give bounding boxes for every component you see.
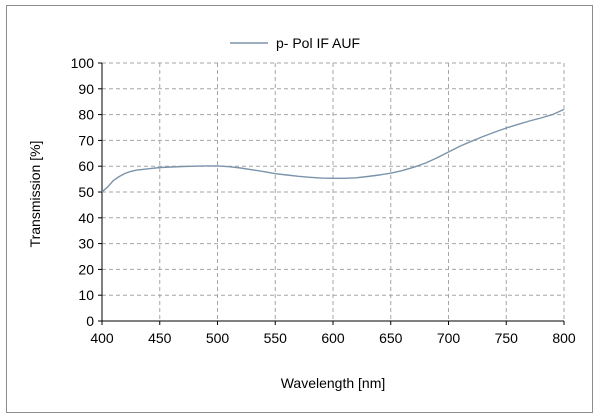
legend: p- Pol IF AUF [230,35,360,51]
x-tick-label: 700 [437,330,461,346]
y-axis-title: Transmission [%] [27,141,43,248]
x-tick-label: 450 [148,330,172,346]
x-tick-label: 550 [264,330,288,346]
y-tick-label: 0 [86,313,94,329]
y-tick-label: 50 [78,184,94,200]
x-tick-label: 400 [90,330,114,346]
x-axis-title: Wavelength [nm] [281,375,386,391]
x-tick-labels: 400 450 500 550 600 650 700 750 800 [90,330,576,346]
y-tick-label: 10 [78,287,94,303]
series-line [101,108,565,193]
x-tick-label: 650 [379,330,403,346]
series-layer [101,108,565,193]
y-tick-label: 40 [78,210,94,226]
y-tick-labels: 0 10 20 30 40 50 60 70 80 90 100 [71,55,95,329]
axes [98,62,565,325]
x-tick-label: 600 [321,330,345,346]
y-tick-label: 70 [78,132,94,148]
y-tick-label: 100 [71,55,95,71]
y-tick-label: 90 [78,81,94,97]
grid-lines [102,62,565,321]
x-tick-label: 750 [495,330,519,346]
x-tick-label: 500 [206,330,230,346]
y-tick-label: 60 [78,158,94,174]
legend-label: p- Pol IF AUF [276,35,360,51]
y-tick-label: 80 [78,107,94,123]
x-tick-label: 800 [552,330,576,346]
y-tick-label: 20 [78,261,94,277]
y-tick-label: 30 [78,236,94,252]
chart-frame [6,5,593,413]
